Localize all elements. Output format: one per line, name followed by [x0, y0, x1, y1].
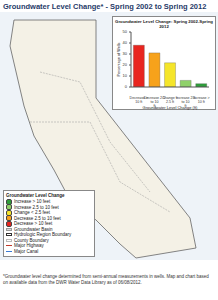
svg-text:Increase >10 ft: Increase >10 ft — [193, 96, 210, 104]
html-text:Groundwater Level Change: Groundwater Level Change — [6, 193, 65, 198]
svg-text:20: 20 — [123, 62, 128, 67]
html-text:*Groundwater level change dete: *Groundwater level change determined fro… — [3, 274, 209, 285]
svg-text:50: 50 — [123, 29, 128, 34]
html-text:Decrease 2.5: Decrease 2.5 — [143, 96, 166, 100]
html-text:10 ft: 10 ft — [135, 100, 143, 104]
svg-text:0: 0 — [125, 84, 128, 89]
html-text:2.5 ft: 2.5 ft — [166, 100, 174, 104]
svg-text:10: 10 — [123, 73, 128, 78]
html-text:Decrease 2.5 to 10 feet: Decrease 2.5 to 10 feet — [14, 215, 61, 221]
html-text:Hydrologic Region Boundary: Hydrologic Region Boundary — [14, 232, 72, 238]
svg-text:40: 40 — [123, 40, 128, 45]
html-text:Groundwater Level Change* - Sp: Groundwater Level Change* - Spring 2002 … — [3, 2, 207, 11]
html-text:Groundwater Basin: Groundwater Basin — [14, 226, 53, 232]
svg-text:30: 30 — [123, 51, 128, 56]
svg-text:Groundwater Level Change (ft): Groundwater Level Change (ft) — [143, 105, 199, 110]
html-text:Decrease >: Decrease > — [129, 96, 148, 100]
html-text:Groundwater Level Change: Spri: Groundwater Level Change: Spring 2002-Sp… — [115, 19, 213, 29]
html-text:Major Highway: Major Highway — [14, 243, 44, 249]
html-text:Change <: Change < — [162, 96, 178, 100]
html-text:to 10: to 10 — [150, 100, 159, 104]
html-text:Decrease > 10 feet: Decrease > 10 feet — [14, 221, 53, 227]
html-text:Change < 2.5 feet: Change < 2.5 feet — [14, 210, 50, 216]
html-text:County Boundary: County Boundary — [14, 237, 49, 243]
html-text:Increase 2.5: Increase 2.5 — [175, 96, 196, 100]
html-text:Increase > 10 feet: Increase > 10 feet — [14, 199, 51, 205]
html-text:Major Canal: Major Canal — [14, 248, 39, 254]
html-text:to 10: to 10 — [181, 100, 190, 104]
svg-text:Percentage of Wells: Percentage of Wells — [117, 42, 121, 76]
html-text:Increase 2.5 to 10 feet: Increase 2.5 to 10 feet — [14, 204, 59, 210]
